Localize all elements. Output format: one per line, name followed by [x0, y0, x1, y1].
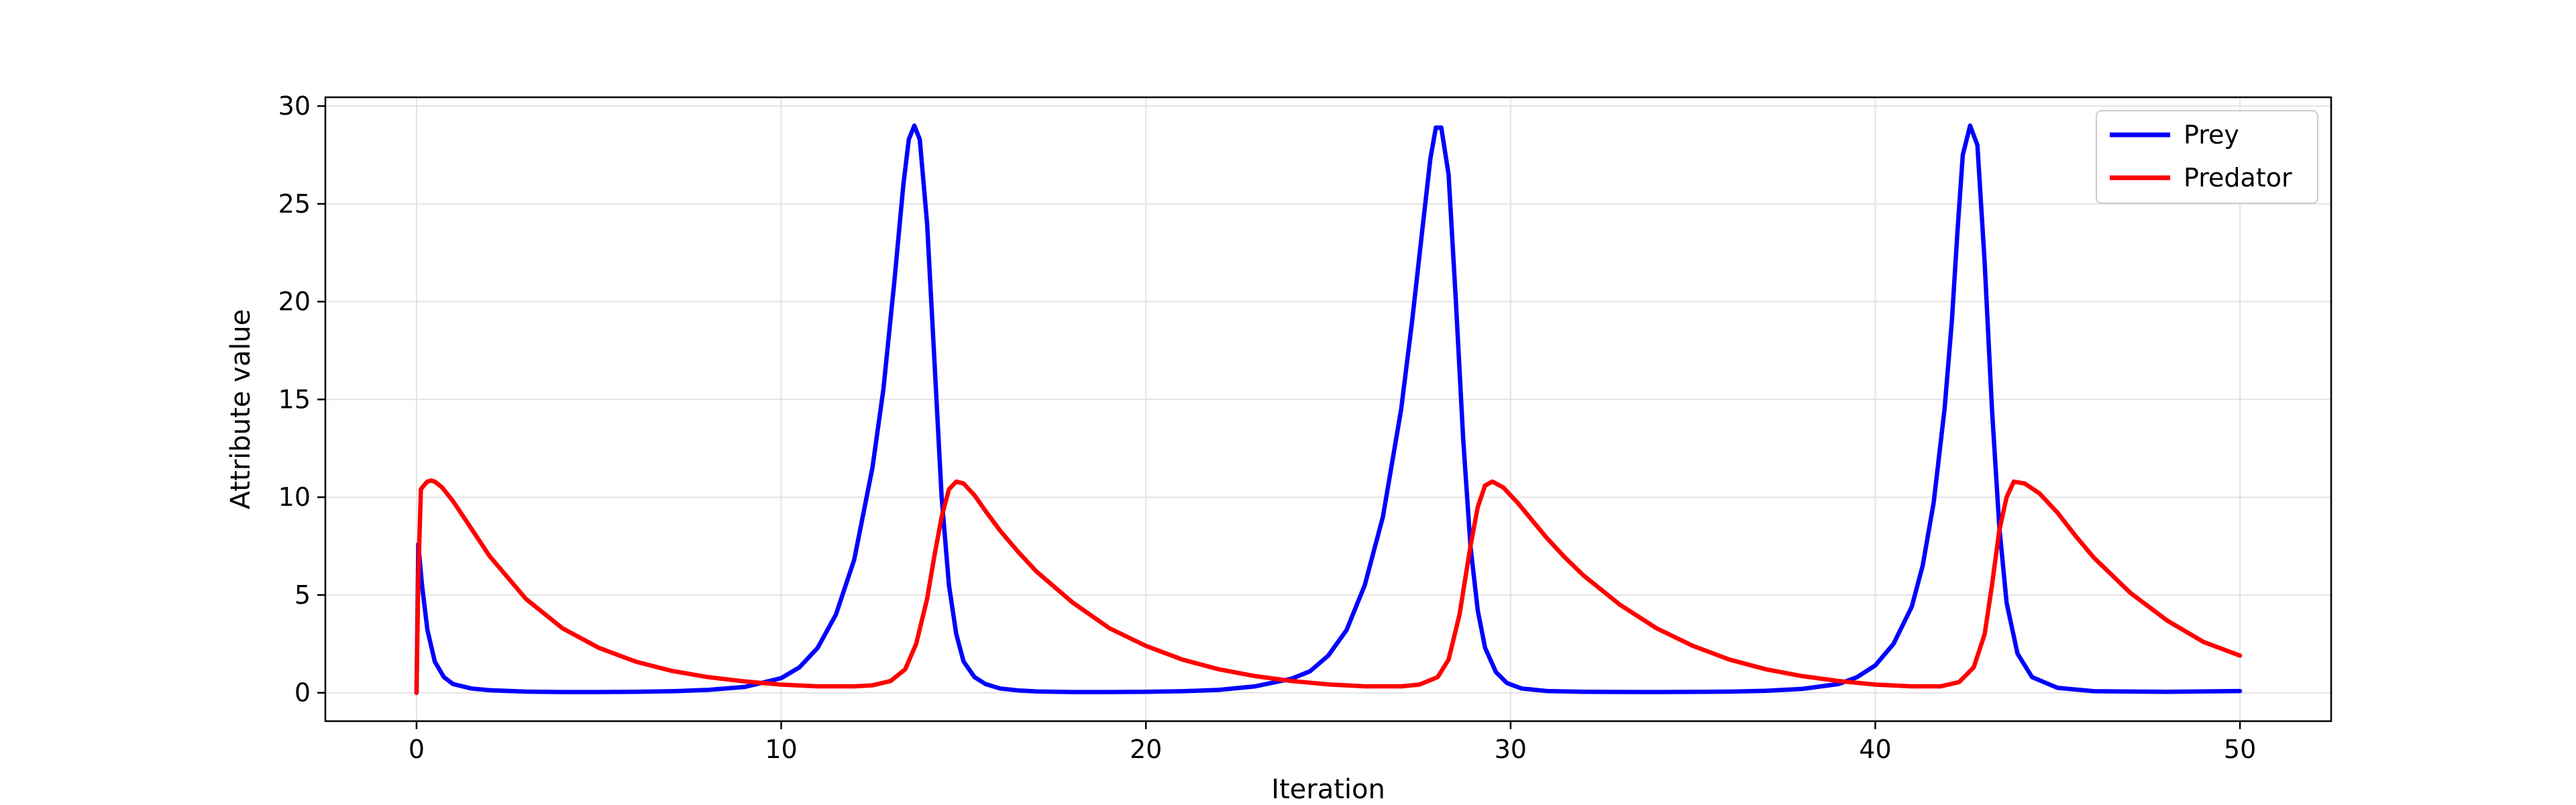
series-line-predator	[414, 478, 2243, 695]
y-axis-label: Attribute value	[225, 309, 256, 510]
y-tick-label: 5	[294, 580, 311, 610]
y-tick-label: 25	[278, 189, 311, 219]
series-line-prey	[414, 123, 2243, 695]
y-tick-label: 0	[294, 678, 311, 708]
x-tick-label: 50	[2224, 735, 2256, 764]
x-axis-label: Iteration	[1271, 774, 1385, 805]
legend-label-prey: Prey	[2184, 120, 2239, 150]
plot-frame	[324, 96, 2332, 722]
x-tick-label: 40	[1859, 735, 1891, 764]
x-tick-label: 20	[1130, 735, 1162, 764]
y-tick-label: 20	[278, 287, 311, 317]
grid	[325, 97, 2331, 721]
y-tick-label: 15	[278, 384, 311, 414]
y-tick-label: 10	[278, 482, 311, 512]
legend-label-predator: Predator	[2184, 163, 2292, 193]
x-tick-label: 10	[765, 735, 797, 764]
series-group	[414, 123, 2243, 695]
x-tick-label: 30	[1495, 735, 1527, 764]
y-tick-label: 30	[278, 91, 311, 121]
x-tick-label: 0	[409, 735, 425, 764]
ticks: 0 10 20 30 40 50 0 5 10 15 20 25 30	[278, 91, 2257, 764]
legend: Prey Predator	[2096, 110, 2318, 204]
